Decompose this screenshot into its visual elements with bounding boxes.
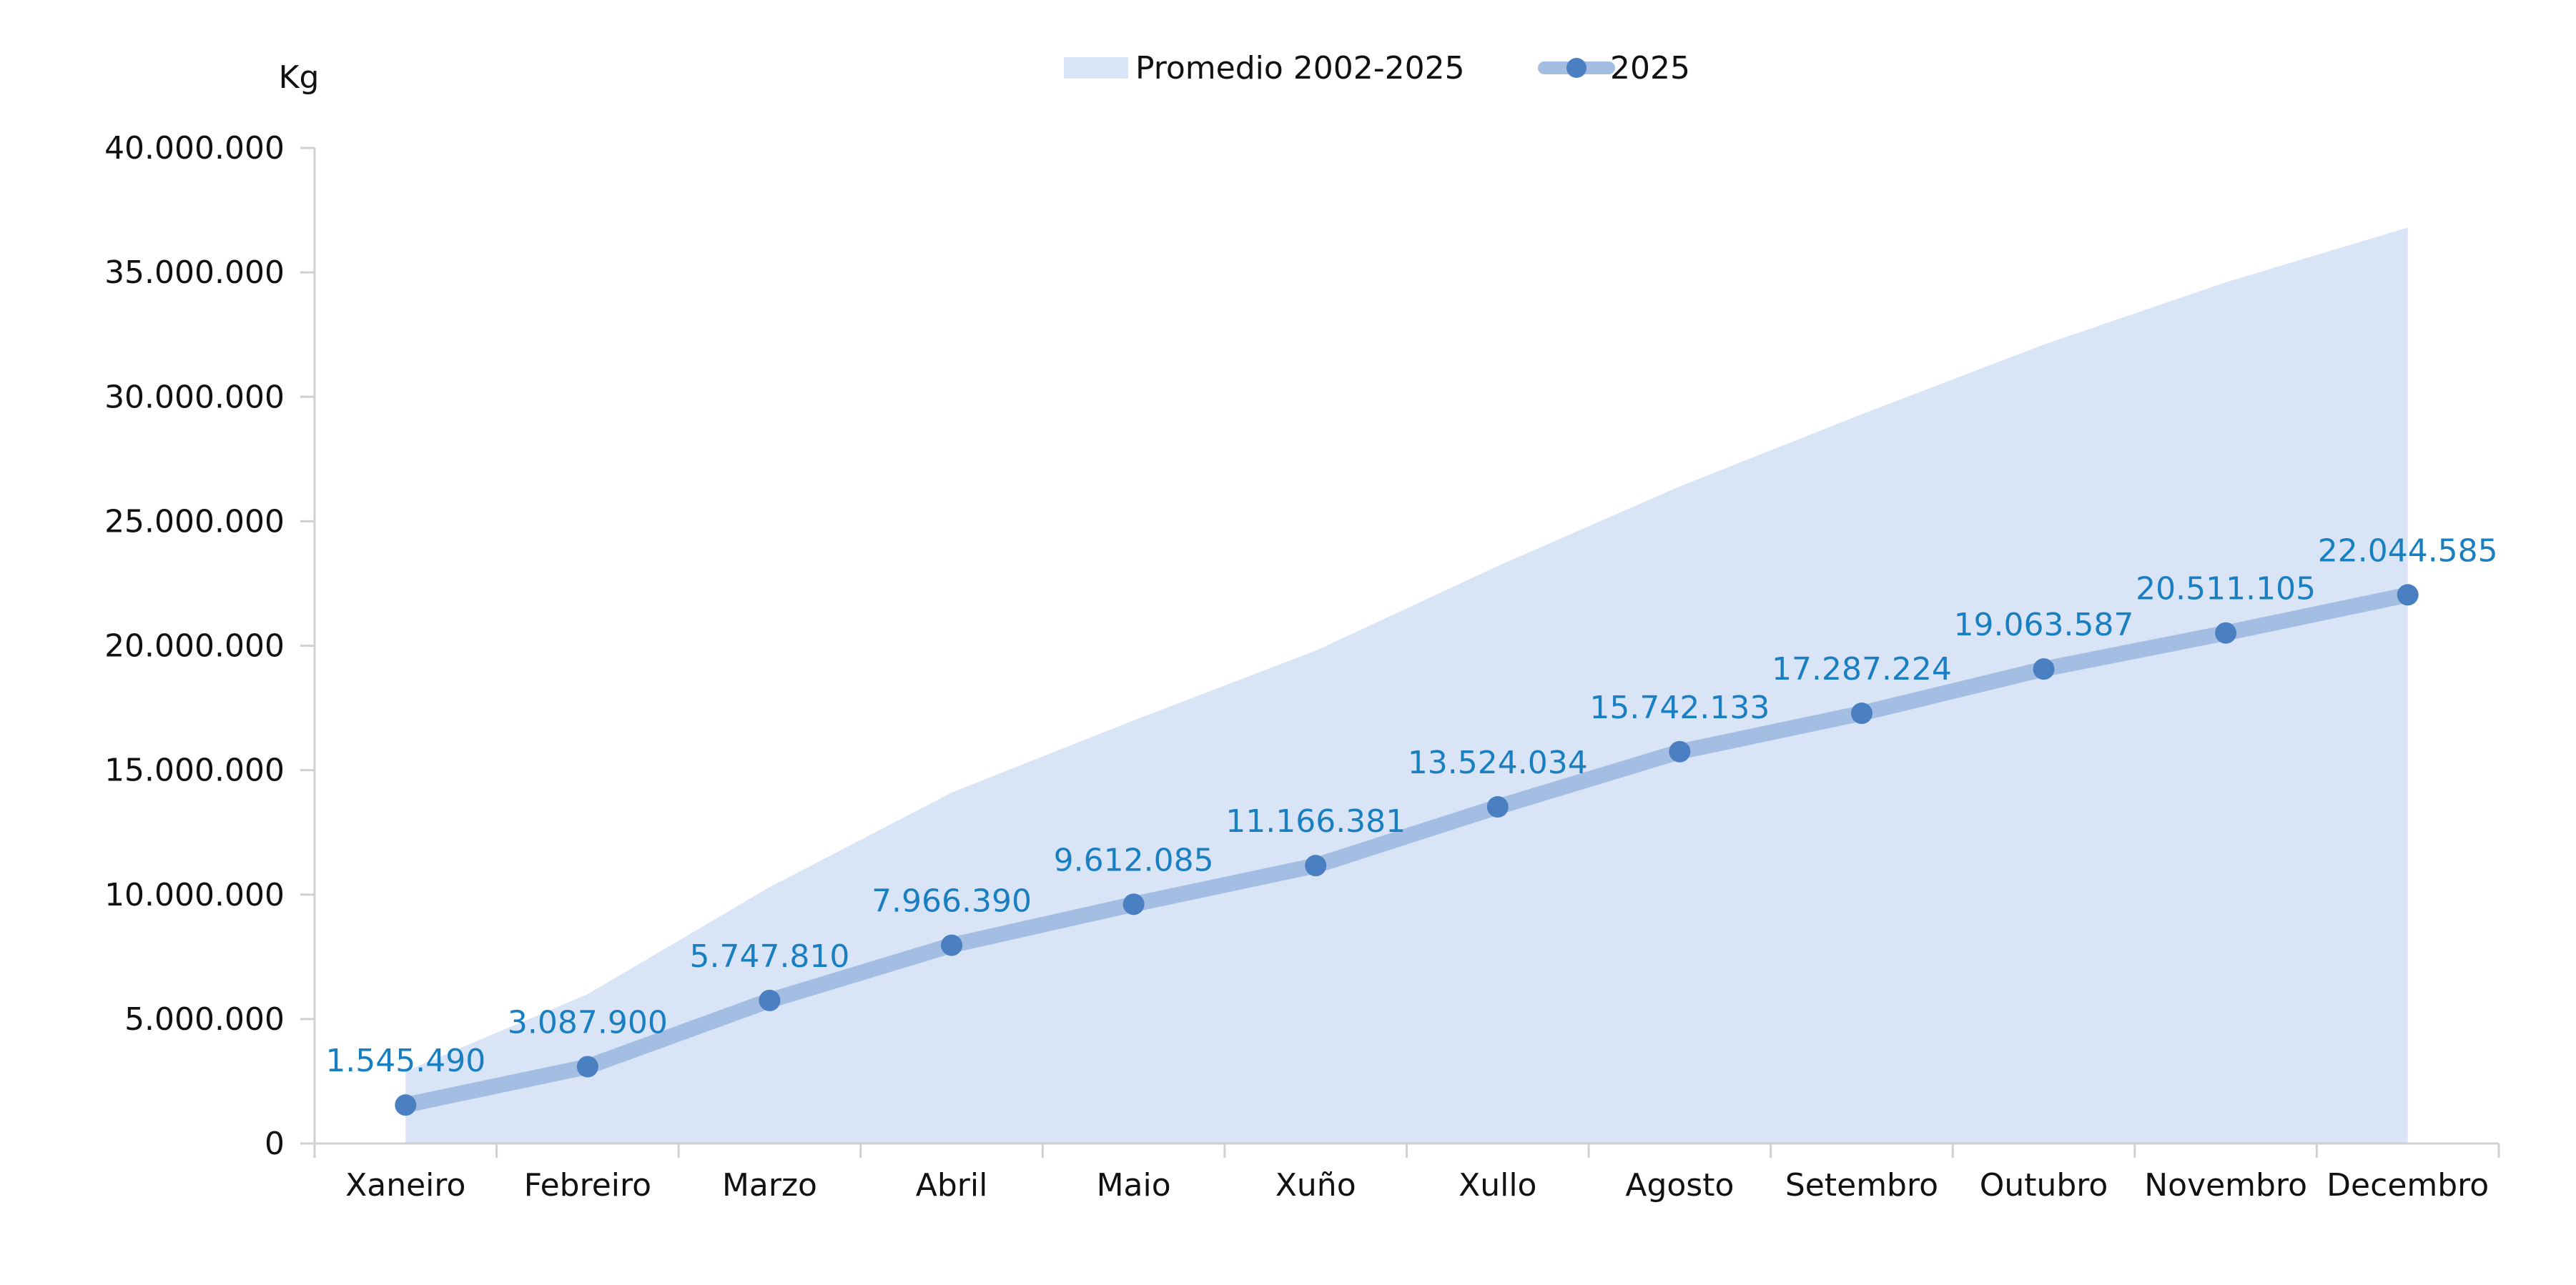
data-label: 3.087.900 [508,1004,668,1041]
x-tick-label: Xaneiro [345,1167,465,1204]
legend-swatch-2025-marker [1566,58,1586,78]
series-2025-point [576,1056,598,1078]
data-label: 13.524.034 [1408,745,1588,781]
series-2025-point [2397,584,2419,606]
x-tick-label: Decembro [2326,1167,2489,1204]
x-tick-label: Xullo [1459,1167,1536,1204]
y-tick-label: 30.000.000 [104,379,285,415]
average-area-layer [405,227,2408,1144]
y-axis-title: Kg [279,59,320,96]
legend-label-average: Promedio 2002-2025 [1135,50,1465,86]
axes: Kg 0 5.000.000 10.000.000 15.000.000 20.000.… [104,59,2500,1204]
series-2025-point [1669,740,1691,763]
series-2025-layer [395,584,2419,1116]
average-area [405,227,2408,1144]
x-tick-label: Xuño [1275,1167,1356,1204]
series-2025-point [1486,796,1509,818]
y-tick-label: 0 [265,1126,285,1162]
series-2025-point [2033,658,2055,680]
data-label: 9.612.085 [1054,842,1214,878]
series-2025-point [1850,702,1872,724]
x-tick-label: Marzo [722,1167,817,1204]
data-label: 5.747.810 [689,938,849,975]
x-tick-label: Maio [1097,1167,1171,1204]
x-tick-label: Agosto [1625,1167,1734,1204]
x-tick-label: Novembro [2144,1167,2307,1204]
legend: Promedio 2002-2025 2025 [1064,50,1690,86]
series-2025-point [1305,855,1327,877]
x-tick-label: Febreiro [524,1167,651,1204]
data-label: 1.545.490 [325,1043,485,1079]
series-2025-point [759,989,781,1011]
x-tick-label: Setembro [1785,1167,1938,1204]
legend-swatch-average [1064,57,1128,79]
series-2025-point [2215,622,2237,644]
y-tick-label: 5.000.000 [124,1001,285,1038]
y-tick-label: 10.000.000 [104,877,285,913]
legend-label-2025: 2025 [1610,50,1690,86]
y-tick-label: 15.000.000 [104,753,285,789]
y-tick-label: 25.000.000 [104,503,285,540]
x-tick-label: Outubro [1980,1167,2108,1204]
data-label: 22.044.585 [2318,532,2498,569]
series-2025-point [941,934,963,956]
y-tick-label: 35.000.000 [104,254,285,291]
data-labels: 1.545.490 3.087.900 5.747.810 7.966.390 9.61… [325,532,2497,1079]
data-label: 17.287.224 [1772,651,1952,688]
y-tick-label: 20.000.000 [104,628,285,665]
data-label: 11.166.381 [1225,803,1406,840]
y-tick-label: 40.000.000 [104,130,285,167]
x-tick-label: Abril [916,1167,988,1204]
data-label: 19.063.587 [1954,607,2134,643]
data-label: 7.966.390 [872,883,1032,920]
data-label: 20.511.105 [2136,571,2316,607]
series-2025-point [1122,893,1145,916]
data-label: 15.742.133 [1589,690,1770,726]
series-2025-line [398,587,2416,1113]
series-2025-point [395,1094,417,1116]
